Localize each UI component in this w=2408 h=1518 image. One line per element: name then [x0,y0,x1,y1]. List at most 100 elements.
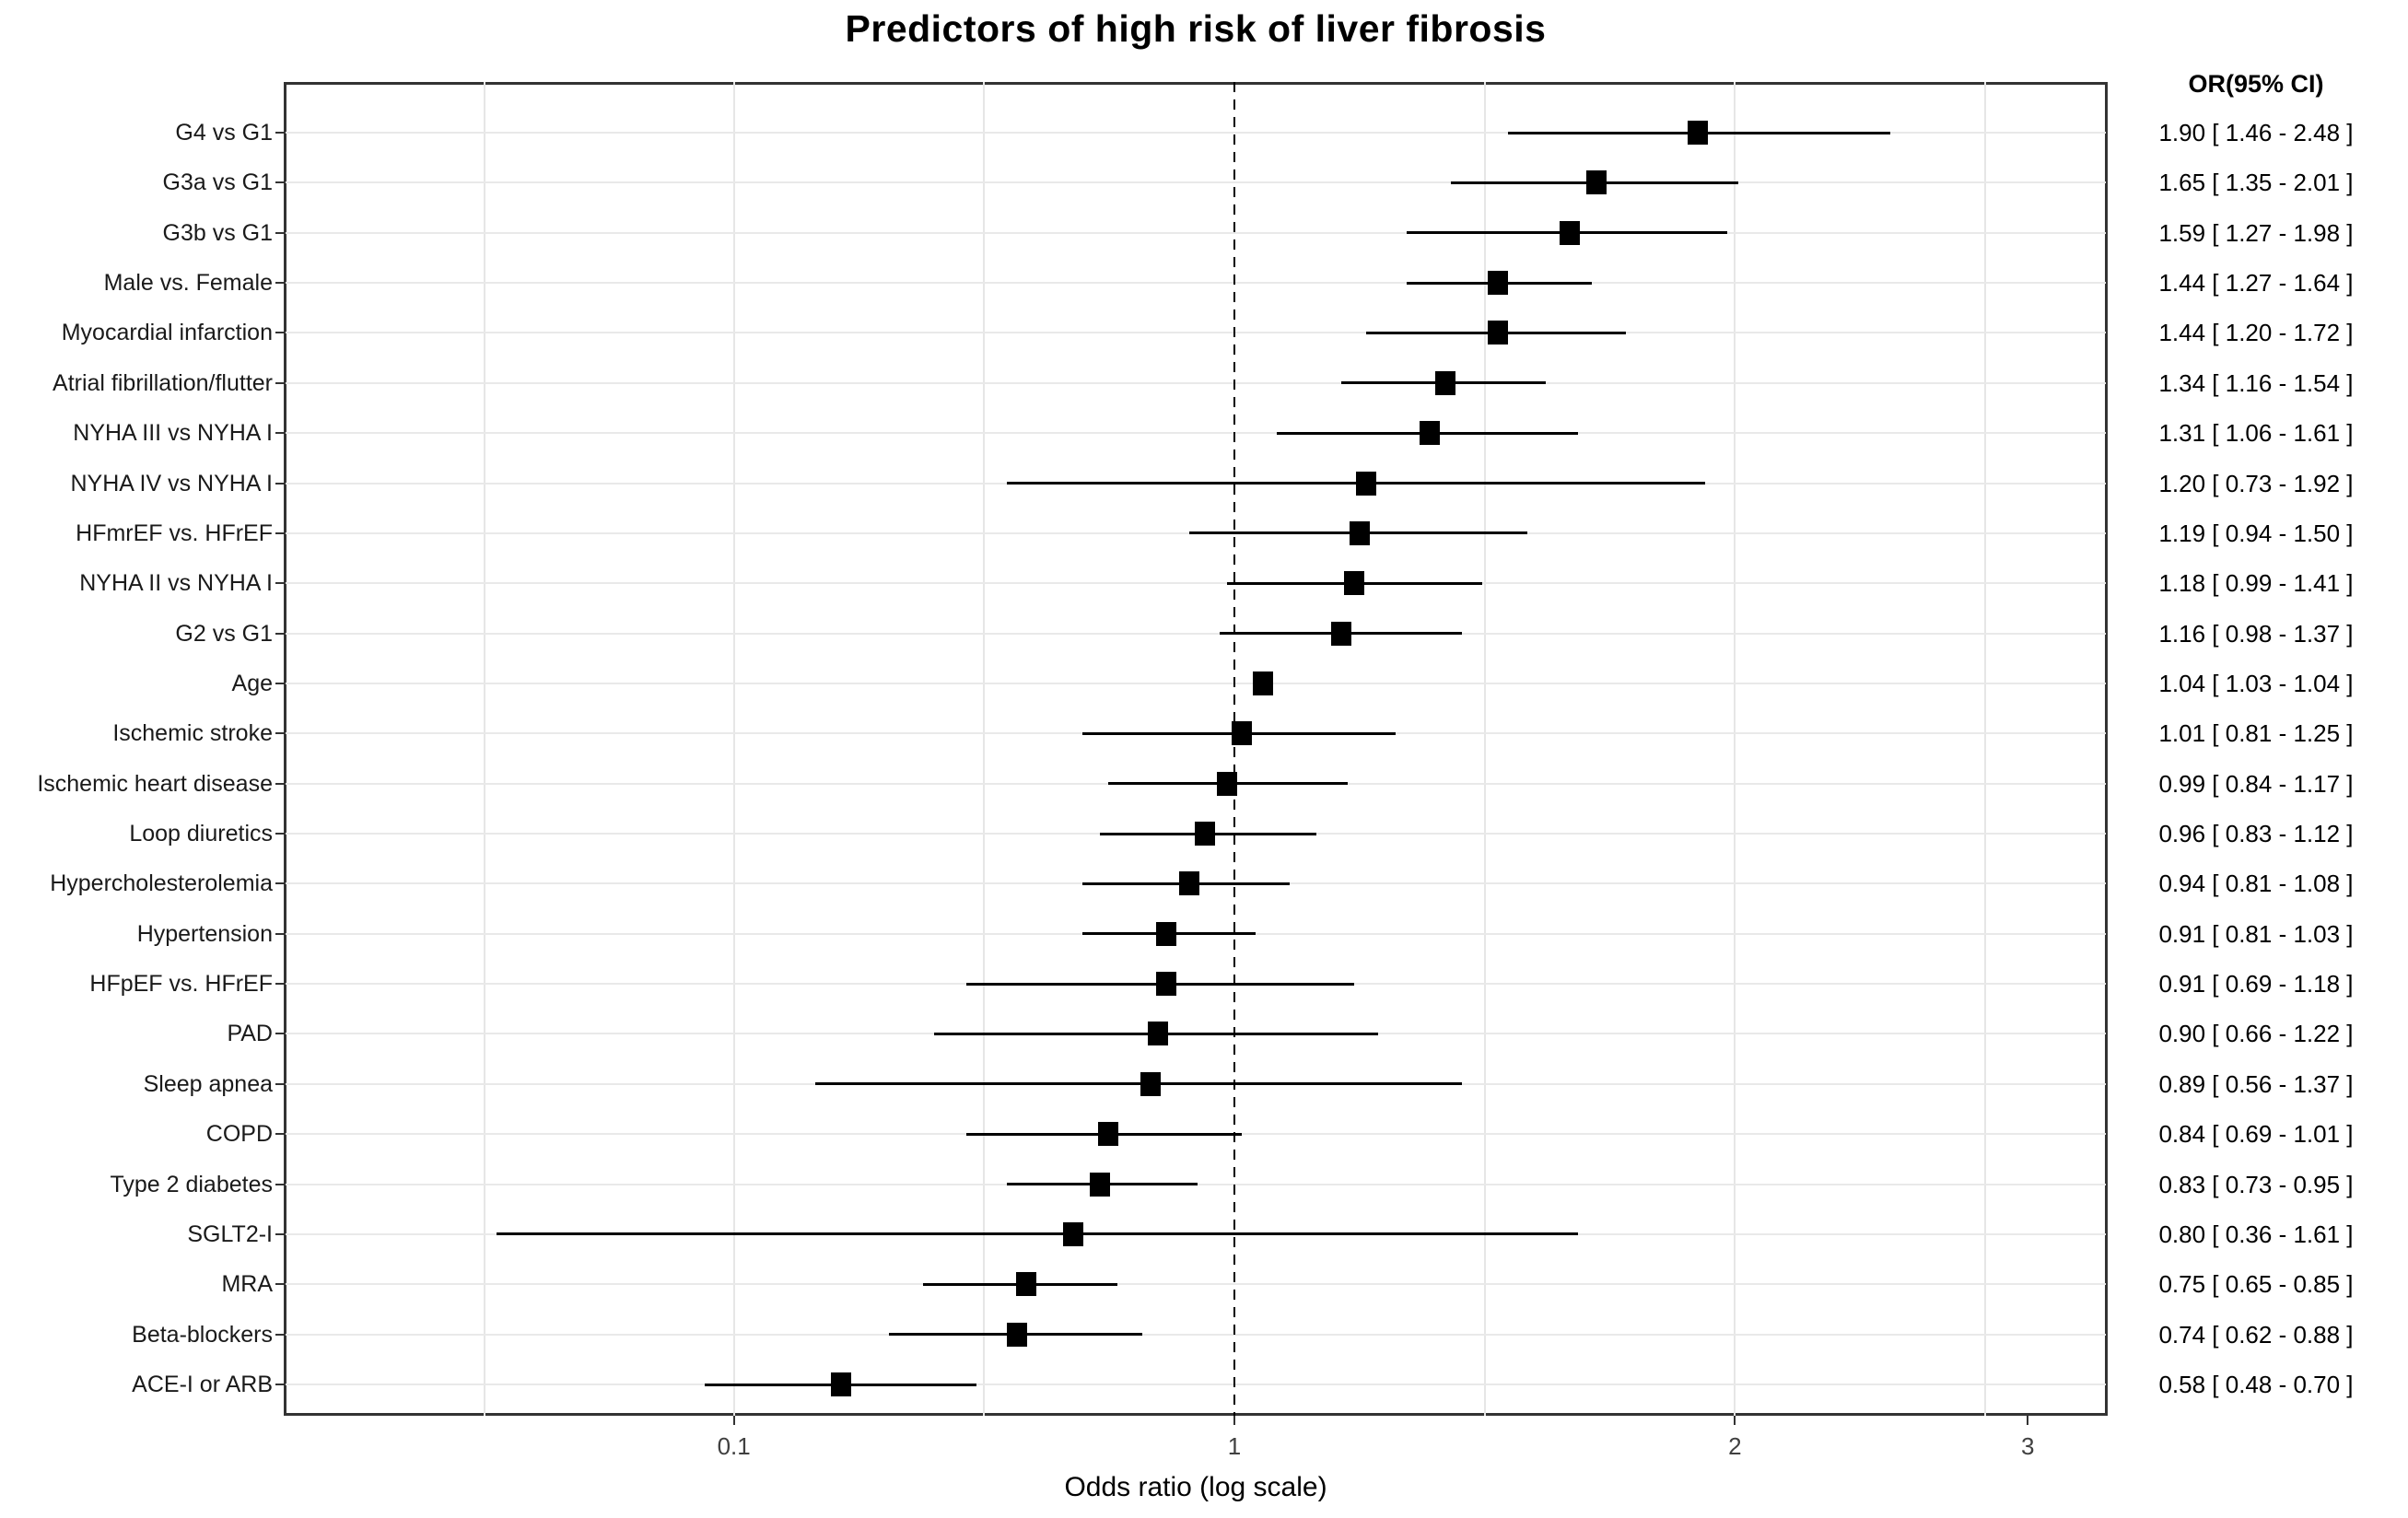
y-axis-tick [275,531,284,534]
row-label: Hypertension [136,920,273,947]
or-ci-value: 0.94 [ 0.81 - 1.08 ] [2158,870,2354,898]
or-point-marker [1487,321,1508,345]
row-label: MRA [221,1271,273,1298]
row-label: G4 vs G1 [175,120,273,146]
horizontal-gridline [286,1283,2106,1286]
or-point-marker [1585,170,1607,195]
or-ci-value: 0.80 [ 0.36 - 1.61 ] [2158,1220,2354,1248]
or-point-marker [1487,271,1508,296]
horizontal-gridline [286,231,2106,234]
row-label: Male vs. Female [103,270,273,297]
ci-line [497,1232,1579,1236]
or-point-marker [1148,1022,1169,1046]
or-ci-value: 0.99 [ 0.84 - 1.17 ] [2158,769,2354,798]
y-axis-tick [275,732,284,735]
vertical-gridline [1734,82,1736,1416]
or-ci-value: 1.18 [ 0.99 - 1.41 ] [2158,569,2354,598]
horizontal-gridline [286,132,2106,134]
or-ci-value: 0.90 [ 0.66 - 1.22 ] [2158,1020,2354,1048]
y-axis-tick [275,381,284,384]
or-point-marker [1419,421,1440,446]
row-label: HFpEF vs. HFrEF [89,971,273,998]
y-axis-tick [275,1082,284,1085]
row-label: NYHA IV vs NYHA I [70,470,273,496]
row-label: G2 vs G1 [175,620,273,647]
or-point-marker [1331,621,1352,646]
vertical-gridline [1483,82,1486,1416]
or-point-marker [1688,121,1709,145]
or-point-marker [1350,520,1371,545]
y-axis-tick [275,1283,284,1286]
row-label: Beta-blockers [132,1321,273,1348]
y-axis-tick [275,932,284,935]
or-column-header: OR(95% CI) [2188,70,2324,98]
y-axis-tick [275,1133,284,1136]
y-axis-tick [275,1333,284,1336]
or-point-marker [1089,1172,1110,1197]
y-axis-tick [275,282,284,285]
row-label: HFmrEF vs. HFrEF [76,520,273,546]
x-axis-tick [1233,1416,1235,1425]
or-point-marker [1231,721,1252,746]
or-point-marker [1435,370,1456,395]
or-ci-value: 1.44 [ 1.20 - 1.72 ] [2158,319,2354,347]
row-label: Atrial fibrillation/flutter [53,369,273,396]
horizontal-gridline [286,432,2106,435]
y-axis-tick [275,432,284,435]
or-ci-value: 1.65 [ 1.35 - 2.01 ] [2158,169,2354,197]
vertical-gridline [1983,82,1986,1416]
horizontal-gridline [286,381,2106,384]
horizontal-gridline [286,582,2106,585]
row-label: SGLT2-I [187,1220,273,1247]
or-ci-value: 0.96 [ 0.83 - 1.12 ] [2158,820,2354,848]
or-ci-value: 1.01 [ 0.81 - 1.25 ] [2158,719,2354,748]
ci-line [815,1082,1462,1086]
y-axis-tick [275,1232,284,1235]
or-ci-value: 1.90 [ 1.46 - 2.48 ] [2158,119,2354,146]
or-ci-value: 1.19 [ 0.94 - 1.50 ] [2158,519,2354,547]
row-label: Sleep apnea [143,1070,273,1097]
y-axis-tick [275,782,284,785]
plot-panel [284,82,2108,1416]
row-label: Myocardial infarction [61,320,273,346]
horizontal-gridline [286,282,2106,285]
y-axis-tick [275,1033,284,1035]
or-point-marker [1217,771,1238,796]
or-point-marker [1156,921,1177,946]
or-point-marker [1063,1221,1084,1246]
reference-line [1233,82,1235,1416]
row-label: Age [231,670,273,696]
y-axis-tick [275,632,284,635]
or-ci-value: 0.74 [ 0.62 - 0.88 ] [2158,1320,2354,1349]
or-ci-value: 1.34 [ 1.16 - 1.54 ] [2158,368,2354,397]
x-axis-title: Odds ratio (log scale) [1064,1472,1327,1502]
horizontal-gridline [286,181,2106,184]
horizontal-gridline [286,1384,2106,1385]
row-label: Ischemic heart disease [37,770,273,797]
x-axis-tick [2027,1416,2029,1425]
row-label: Type 2 diabetes [110,1171,273,1197]
or-point-marker [1006,1322,1027,1347]
chart-title: Predictors of high risk of liver fibrosi… [845,7,1547,50]
row-label: NYHA III vs NYHA I [73,420,273,447]
vertical-gridline [732,82,735,1416]
or-point-marker [1559,220,1580,245]
row-label: ACE-I or ARB [132,1372,273,1397]
or-point-marker [1252,671,1273,695]
or-point-marker [1194,822,1215,847]
or-ci-value: 0.91 [ 0.81 - 1.03 ] [2158,919,2354,948]
or-point-marker [1343,571,1364,596]
row-label: COPD [205,1121,273,1148]
row-label: NYHA II vs NYHA I [79,570,273,597]
x-axis-tick-label: 2 [1728,1432,1742,1460]
y-axis-tick [275,231,284,234]
y-axis-tick [275,833,284,835]
horizontal-gridline [286,1333,2106,1336]
horizontal-gridline [286,682,2106,684]
vertical-gridline [983,82,986,1416]
or-ci-value: 1.31 [ 1.06 - 1.61 ] [2158,419,2354,448]
x-axis-tick [1734,1416,1736,1425]
or-ci-value: 1.59 [ 1.27 - 1.98 ] [2158,218,2354,247]
or-point-marker [1140,1071,1161,1096]
row-label: PAD [227,1021,273,1047]
